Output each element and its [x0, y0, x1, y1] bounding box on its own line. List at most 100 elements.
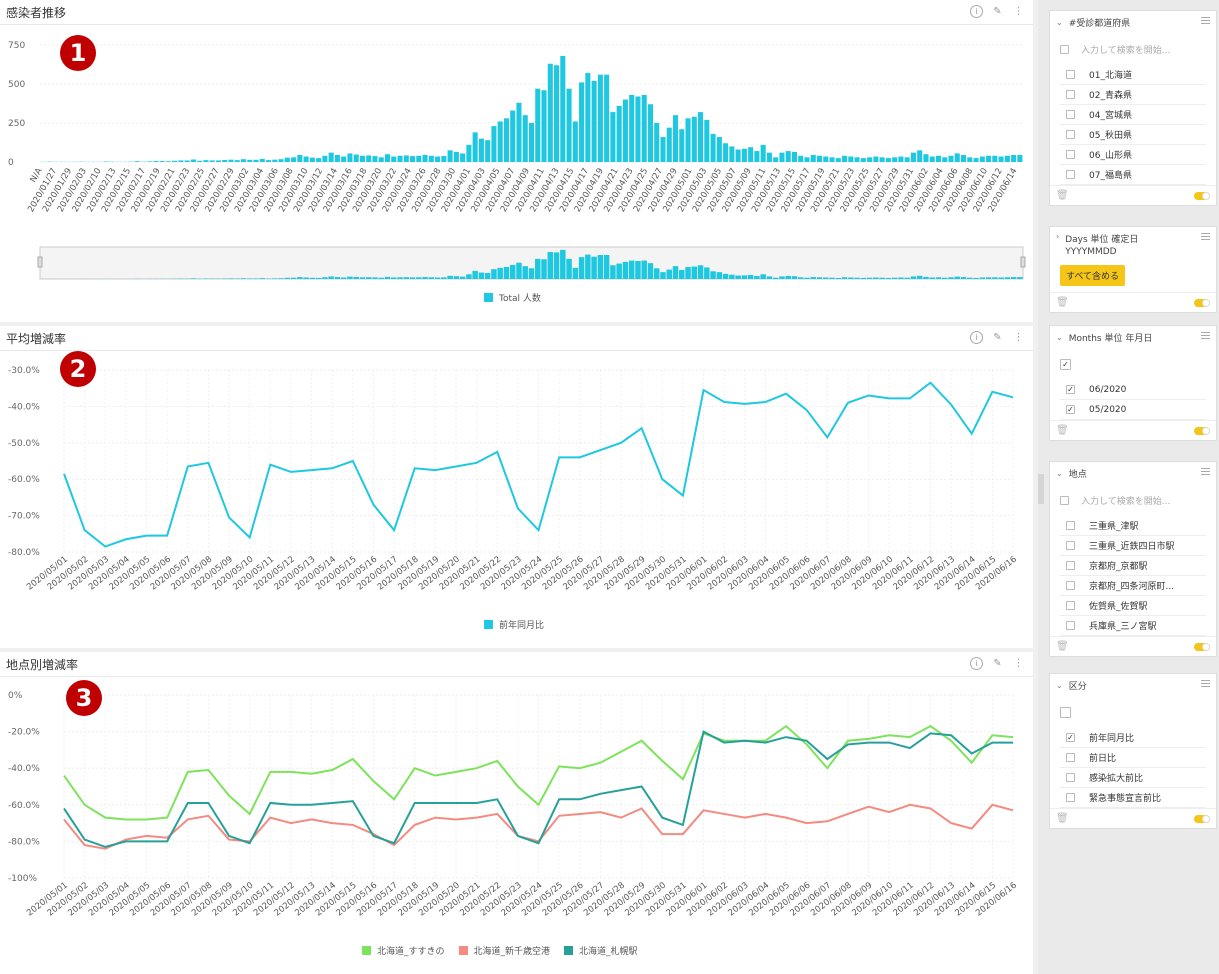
- edit-icon[interactable]: ✎: [993, 332, 1002, 343]
- filter-toggle[interactable]: [1194, 192, 1210, 200]
- filter-option[interactable]: 02_青森県: [1060, 85, 1206, 105]
- filter-option-label: 前年同月比: [1089, 734, 1135, 744]
- filter-toggle[interactable]: [1194, 643, 1210, 651]
- overview-bar: [353, 276, 359, 279]
- bar: [948, 155, 954, 162]
- checkbox[interactable]: [1066, 70, 1075, 79]
- select-all-row[interactable]: [1060, 702, 1206, 722]
- trash-icon[interactable]: 🗑: [1056, 297, 1069, 308]
- filter-option[interactable]: ✓ 前年同月比: [1060, 728, 1206, 748]
- select-all-checkbox[interactable]: [1060, 706, 1071, 718]
- filter-category: ⌄ 区分 ✓ 前年同月比前日比 感染拡大前比 緊急事態宣言前比 🗑: [1049, 673, 1217, 829]
- checkbox[interactable]: [1066, 561, 1075, 570]
- edit-icon[interactable]: ✎: [993, 658, 1002, 669]
- bar-chart: 7505002500N/A2020/01/272020/01/292020/02…: [8, 41, 1026, 280]
- checkbox[interactable]: [1066, 581, 1075, 590]
- filter-option[interactable]: 01_北海道: [1060, 65, 1206, 85]
- filter-option[interactable]: 佐賀県_佐賀駅: [1060, 596, 1206, 616]
- drag-handle-icon[interactable]: [1201, 468, 1210, 477]
- checkbox[interactable]: [1066, 90, 1075, 99]
- overview-bar: [528, 268, 535, 279]
- info-icon[interactable]: i: [970, 657, 983, 670]
- select-all-checkbox[interactable]: ✓: [1060, 358, 1071, 370]
- filter-option[interactable]: 京都府_京都駅: [1060, 556, 1206, 576]
- bar: [316, 158, 322, 162]
- checkbox[interactable]: ✓: [1066, 385, 1075, 394]
- checkbox[interactable]: ✓: [1066, 405, 1075, 414]
- filter-option[interactable]: ✓ 06/2020: [1060, 380, 1206, 400]
- filter-toggle[interactable]: [1194, 815, 1210, 823]
- drag-handle-icon[interactable]: [1201, 680, 1210, 689]
- overview-bar: [804, 277, 810, 279]
- trash-icon[interactable]: 🗑: [1056, 813, 1069, 824]
- filter-header[interactable]: ⌄ 区分: [1050, 674, 1216, 696]
- checkbox[interactable]: [1066, 541, 1075, 550]
- overview-bar: [1017, 277, 1023, 279]
- sidebar-resize-handle[interactable]: [1038, 474, 1044, 504]
- filter-option-label: 04_宮城県: [1089, 111, 1132, 121]
- trash-icon[interactable]: 🗑: [1056, 425, 1069, 436]
- more-icon[interactable]: ⋮: [1013, 658, 1024, 669]
- filter-option[interactable]: ✓ 05/2020: [1060, 400, 1206, 420]
- legend-item[interactable]: Total 人数: [484, 291, 541, 304]
- legend-item[interactable]: 北海道_すすきの: [362, 944, 445, 957]
- filter-toggle[interactable]: [1194, 427, 1210, 435]
- select-all-row[interactable]: ✓: [1060, 354, 1206, 374]
- checkbox[interactable]: ✓: [1066, 733, 1075, 742]
- checkbox[interactable]: [1066, 793, 1075, 802]
- search-input[interactable]: 入力して検索を開始...: [1060, 39, 1206, 59]
- bar: [585, 73, 591, 162]
- filter-toggle[interactable]: [1194, 299, 1210, 307]
- filter-option[interactable]: 05_秋田県: [1060, 125, 1206, 145]
- filter-option[interactable]: 京都府_四条河原町...: [1060, 576, 1206, 596]
- bar: [698, 112, 704, 162]
- checkbox[interactable]: [1066, 521, 1075, 530]
- edit-icon[interactable]: ✎: [993, 6, 1002, 17]
- include-all-button[interactable]: すべて含める: [1060, 265, 1126, 286]
- search-input[interactable]: 入力して検索を開始...: [1060, 490, 1206, 510]
- trash-icon[interactable]: 🗑: [1056, 190, 1069, 201]
- more-icon[interactable]: ⋮: [1013, 6, 1024, 17]
- checkbox[interactable]: [1066, 601, 1075, 610]
- filter-option[interactable]: 前日比: [1060, 748, 1206, 768]
- drag-handle-icon[interactable]: [1201, 17, 1210, 26]
- filter-header[interactable]: ⌄ Months 単位 年月日: [1050, 326, 1216, 348]
- trash-icon[interactable]: 🗑: [1056, 641, 1069, 652]
- overview-bar: [942, 277, 948, 279]
- filter-option[interactable]: 06_山形県: [1060, 145, 1206, 165]
- filter-option-label: 京都府_京都駅: [1089, 562, 1148, 572]
- drag-handle-icon[interactable]: [1201, 332, 1210, 341]
- filter-option[interactable]: 04_宮城県: [1060, 105, 1206, 125]
- filter-header[interactable]: ⌄ #受診都道府県: [1050, 11, 1216, 33]
- checkbox[interactable]: [1066, 753, 1075, 762]
- filter-option[interactable]: 緊急事態宣言前比: [1060, 788, 1206, 808]
- filter-header[interactable]: › Days 単位 確定日 YYYYMMDD: [1050, 227, 1216, 257]
- filter-option[interactable]: 感染拡大前比: [1060, 768, 1206, 788]
- legend-label: 前年同月比: [499, 621, 545, 631]
- info-icon[interactable]: i: [970, 5, 983, 18]
- checkbox[interactable]: [1066, 110, 1075, 119]
- legend-item[interactable]: 北海道_札幌駅: [564, 944, 638, 957]
- checkbox[interactable]: [1066, 130, 1075, 139]
- filter-option[interactable]: 三重県_津駅: [1060, 516, 1206, 536]
- overview-bar: [547, 252, 554, 279]
- checkbox[interactable]: [1066, 773, 1075, 782]
- filter-option-label: 06_山形県: [1089, 151, 1132, 161]
- bar: [215, 160, 221, 162]
- bar: [842, 155, 848, 162]
- legend-item[interactable]: 北海道_新千歳空港: [458, 944, 550, 957]
- checkbox[interactable]: [1066, 621, 1075, 630]
- checkbox[interactable]: [1066, 150, 1075, 159]
- checkbox[interactable]: [1066, 170, 1075, 179]
- info-icon[interactable]: i: [970, 331, 983, 344]
- select-all-checkbox[interactable]: [1060, 44, 1069, 54]
- filter-option[interactable]: 三重県_近鉄四日市駅: [1060, 536, 1206, 556]
- overview-bar: [960, 277, 967, 279]
- more-icon[interactable]: ⋮: [1013, 332, 1024, 343]
- filter-option[interactable]: 兵庫県_三ノ宮駅: [1060, 616, 1206, 636]
- filter-header[interactable]: ⌄ 地点: [1050, 462, 1216, 484]
- drag-handle-icon[interactable]: [1201, 233, 1210, 242]
- filter-option[interactable]: 07_福島県: [1060, 165, 1206, 185]
- select-all-checkbox[interactable]: [1060, 495, 1069, 505]
- legend-item[interactable]: 前年同月比: [484, 618, 544, 631]
